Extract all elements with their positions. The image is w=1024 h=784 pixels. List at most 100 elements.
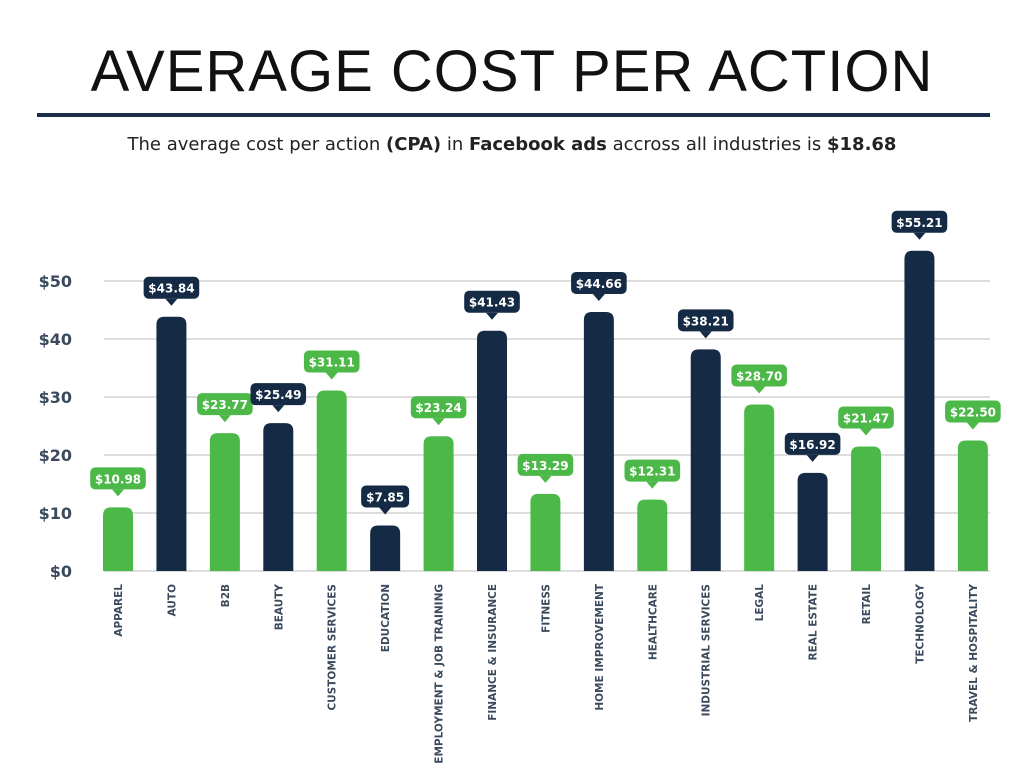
data-label: $23.77 — [202, 398, 248, 412]
x-tick-label: LEGAL — [754, 584, 766, 622]
x-tick-label: TRAVEL & HOSPITALITY — [968, 584, 980, 722]
data-label-bubble — [361, 485, 410, 508]
subtitle-segment: Facebook ads — [468, 134, 607, 155]
x-tick-label: TECHNOLOGY — [914, 584, 926, 664]
data-label-bubble — [784, 432, 841, 455]
data-label: $55.21 — [896, 216, 942, 230]
data-label: $25.49 — [255, 388, 301, 402]
bar — [530, 493, 561, 571]
x-tick-label: HEALTHCARE — [647, 584, 659, 660]
x-tick-label: AUTO — [166, 584, 178, 616]
x-tick-label: APPAREL — [113, 584, 125, 637]
data-label-pointer — [486, 312, 499, 320]
bar — [477, 330, 508, 571]
x-tick-label: FINANCE & INSURANCE — [487, 584, 499, 721]
data-label-bubble — [517, 453, 574, 476]
data-label-pointer — [592, 293, 605, 301]
subtitle-segment: (CPA) — [385, 134, 442, 155]
bar — [316, 390, 347, 571]
data-label: $44.66 — [576, 277, 622, 291]
data-label-pointer — [272, 405, 285, 413]
data-label-bubble — [571, 271, 627, 294]
data-label-pointer — [699, 331, 712, 339]
bar — [583, 311, 614, 571]
x-tick-label: HOME IMPROVEMENT — [594, 583, 606, 710]
x-tick-label: REAL ESTATE — [808, 584, 820, 660]
x-tick-label: CUSTOMER SERVICES — [327, 584, 339, 711]
bar — [744, 404, 775, 571]
data-label: $22.50 — [950, 406, 996, 420]
data-label-pointer — [112, 489, 124, 497]
x-tick-label: FITNESS — [540, 584, 552, 633]
bar — [370, 525, 401, 571]
y-tick-label: $20 — [39, 446, 72, 465]
data-label-bubble — [624, 459, 681, 482]
y-tick-label: $10 — [39, 504, 72, 523]
data-label-bubble — [464, 290, 520, 313]
bar — [851, 446, 882, 571]
data-label-bubble — [303, 350, 360, 373]
data-label-pointer — [539, 475, 552, 483]
x-tick-label: INDUSTRIAL SERVICES — [701, 584, 713, 716]
x-tick-label: EMPLOYMENT & JOB TRAINING — [434, 584, 446, 764]
data-label-pointer — [218, 415, 231, 423]
data-label-pointer — [753, 386, 766, 394]
data-label-bubble — [677, 309, 734, 332]
bar — [957, 440, 988, 571]
data-label-pointer — [966, 422, 979, 430]
data-label: $28.70 — [736, 370, 782, 384]
data-label: $12.31 — [629, 465, 675, 479]
data-label-bubble — [250, 383, 307, 406]
data-label: $13.29 — [522, 459, 568, 473]
data-label-bubble — [410, 396, 467, 419]
bar — [103, 507, 133, 571]
data-label: $31.11 — [309, 356, 355, 370]
data-label-pointer — [432, 418, 445, 426]
data-label: $23.24 — [415, 401, 461, 415]
data-label-bubble — [90, 467, 146, 490]
data-label: $16.92 — [789, 438, 835, 452]
bar — [423, 436, 454, 571]
bar — [156, 316, 187, 571]
data-label: $21.47 — [843, 411, 889, 425]
x-tick-label: RETAIL — [861, 584, 873, 625]
data-label-pointer — [325, 372, 338, 380]
data-label: $43.84 — [148, 282, 194, 296]
y-tick-label: $50 — [39, 272, 72, 291]
x-tick-label: B2B — [220, 584, 232, 607]
bar — [209, 433, 240, 571]
bar — [637, 499, 668, 571]
chart-title: AVERAGE COST PER ACTION — [90, 39, 934, 104]
data-label-pointer — [165, 298, 178, 306]
chart-subtitle: The average cost per action (CPA) in Fac… — [0, 134, 1024, 155]
data-label-bubble — [838, 406, 894, 429]
subtitle-segment: $18.68 — [827, 134, 897, 155]
subtitle-segment: in — [441, 134, 469, 155]
data-label: $38.21 — [683, 314, 729, 328]
x-tick-label: BEAUTY — [273, 584, 285, 631]
data-label-bubble — [891, 210, 948, 233]
data-label-pointer — [646, 481, 659, 489]
data-label: $7.85 — [366, 490, 404, 504]
title-divider — [37, 113, 990, 117]
subtitle-segment: accross all industries is — [606, 134, 827, 155]
subtitle-segment: The average cost per action — [127, 134, 386, 155]
data-label: $10.98 — [95, 472, 141, 486]
bar — [690, 349, 721, 571]
data-label-bubble — [731, 364, 787, 387]
data-label-bubble — [945, 400, 1001, 423]
y-tick-label: $0 — [50, 562, 72, 581]
data-label-bubble — [143, 276, 200, 299]
data-label-bubble — [197, 393, 253, 416]
bar — [797, 472, 828, 571]
data-label-pointer — [806, 454, 819, 462]
bar — [904, 250, 935, 572]
data-label-pointer — [913, 232, 926, 240]
data-label-pointer — [379, 507, 392, 515]
data-label-pointer — [860, 428, 873, 436]
y-tick-label: $30 — [39, 388, 72, 407]
data-label: $41.43 — [469, 296, 515, 310]
bar — [263, 423, 294, 571]
y-tick-label: $40 — [39, 330, 72, 349]
